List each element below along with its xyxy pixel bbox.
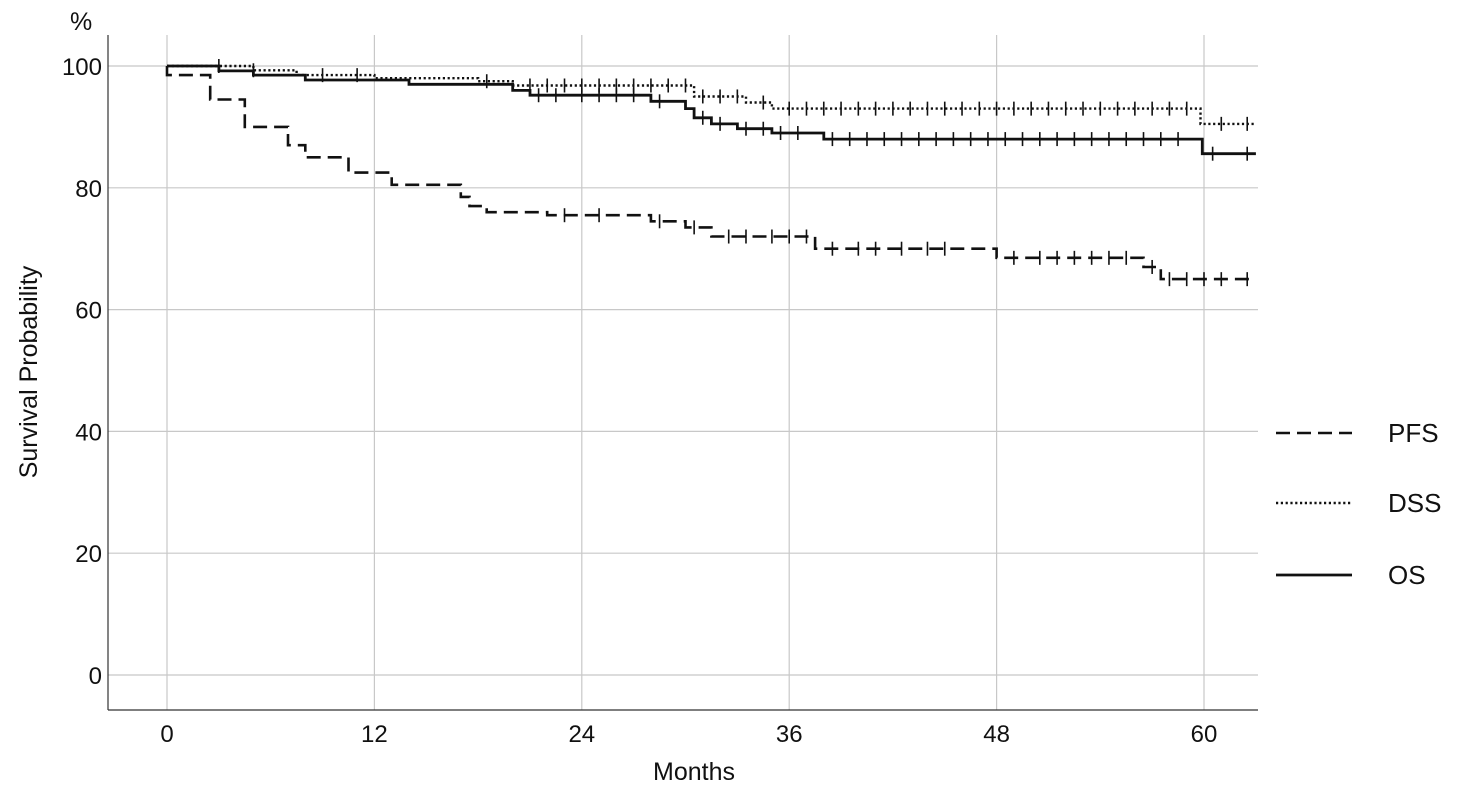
y-tick-label: 60	[75, 298, 102, 325]
legend-label: OS	[1388, 560, 1426, 590]
y-tick-labels: 0 20 40 60 80 100	[62, 54, 102, 690]
legend-label: PFS	[1388, 418, 1439, 448]
series-pfs	[165, 66, 1256, 287]
y-tick-label: 20	[75, 541, 102, 568]
series-line-os	[167, 64, 1256, 156]
axes	[107, 35, 1258, 711]
gridlines	[108, 35, 1258, 710]
legend-label: DSS	[1388, 488, 1441, 518]
legend: PFS DSS OS	[1276, 418, 1441, 590]
legend-item-dss: DSS	[1276, 488, 1441, 518]
series-layer	[165, 59, 1256, 287]
y-tick-label: 0	[89, 663, 102, 690]
series-os	[167, 64, 1256, 161]
y-tick-label: 100	[62, 54, 102, 81]
y-tick-label: 40	[75, 419, 102, 446]
x-tick-label: 24	[568, 721, 595, 748]
y-tick-label: 80	[75, 176, 102, 203]
x-tick-label: 0	[160, 721, 173, 748]
x-axis-title: Months	[653, 758, 735, 786]
legend-item-pfs: PFS	[1276, 418, 1439, 448]
x-tick-label: 12	[361, 721, 388, 748]
y-axis-title: Survival Probability	[15, 265, 43, 478]
legend-item-os: OS	[1276, 560, 1426, 590]
series-dss	[167, 59, 1256, 131]
x-tick-label: 36	[776, 721, 803, 748]
series-line-pfs	[165, 66, 1256, 281]
y-unit-label: %	[70, 8, 92, 36]
x-tick-label: 48	[983, 721, 1010, 748]
series-line-dss	[167, 64, 1256, 126]
x-tick-labels: 0 12 24 36 48 60	[160, 721, 1217, 748]
x-tick-label: 60	[1191, 721, 1218, 748]
